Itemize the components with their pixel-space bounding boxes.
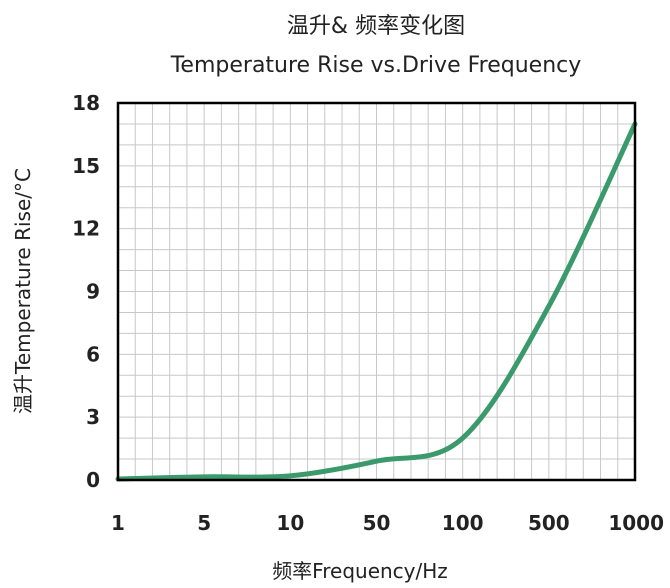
x-axis-label: 频率Frequency/Hz	[272, 559, 448, 583]
chart-title: 温升& 频率变化图	[287, 14, 465, 39]
y-axis-label: 温升Temperature Rise/°C	[11, 168, 35, 414]
series-layer	[115, 121, 638, 482]
series-line	[115, 121, 638, 482]
x-tick-label: 100	[442, 511, 484, 535]
x-tick-label: 500	[528, 511, 570, 535]
y-tick-label: 6	[86, 342, 100, 366]
grid-lines	[118, 103, 635, 480]
x-tick-label: 5	[197, 511, 211, 535]
x-tick-label: 10	[276, 511, 304, 535]
y-tick-label: 3	[86, 405, 100, 429]
y-tick-label: 12	[72, 217, 100, 241]
y-tick-label: 15	[72, 154, 100, 178]
plot-frame	[116, 101, 637, 482]
y-tick-label: 9	[86, 280, 100, 304]
y-tick-label: 0	[86, 468, 100, 492]
chart-subtitle: Temperature Rise vs.Drive Frequency	[170, 53, 582, 78]
x-tick-label: 50	[363, 511, 391, 535]
x-tick-label: 1000	[608, 511, 664, 535]
x-tick-label: 1	[111, 511, 125, 535]
y-tick-label: 18	[72, 91, 100, 115]
